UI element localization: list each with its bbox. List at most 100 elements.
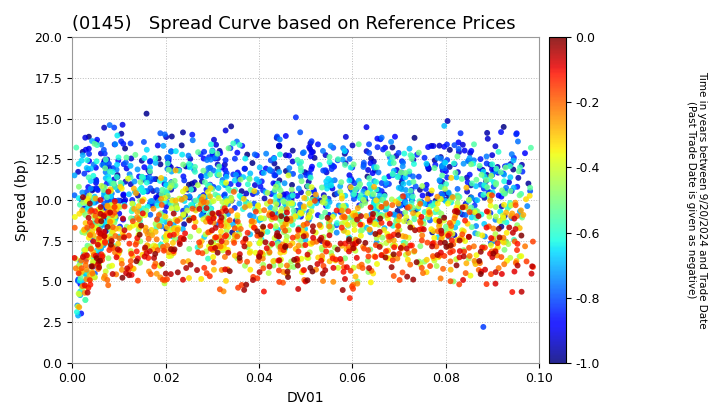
- Point: [278, 268, 289, 275]
- Point: [274, 257, 285, 264]
- Point: [423, 165, 434, 172]
- Point: [316, 238, 328, 244]
- Point: [476, 211, 487, 218]
- Point: [177, 213, 189, 220]
- Point: [406, 200, 418, 206]
- Point: [144, 169, 156, 176]
- Point: [500, 209, 512, 216]
- Point: [516, 207, 527, 214]
- Point: [86, 208, 98, 215]
- Point: [349, 180, 361, 186]
- Point: [74, 202, 86, 208]
- Point: [150, 194, 162, 201]
- Point: [171, 166, 183, 173]
- Point: [161, 242, 173, 249]
- Point: [229, 155, 240, 162]
- Point: [182, 186, 194, 193]
- Point: [369, 253, 380, 260]
- Point: [505, 200, 516, 206]
- Point: [158, 142, 169, 149]
- Point: [77, 254, 89, 260]
- Point: [393, 250, 405, 257]
- Point: [90, 185, 102, 192]
- Point: [322, 215, 333, 221]
- Point: [91, 223, 102, 230]
- Point: [212, 185, 224, 192]
- Point: [156, 175, 167, 181]
- Point: [468, 141, 480, 148]
- Point: [506, 188, 518, 194]
- Point: [304, 249, 315, 256]
- Point: [163, 162, 175, 168]
- Point: [343, 238, 354, 244]
- Point: [75, 258, 86, 265]
- Point: [103, 160, 114, 167]
- Point: [283, 227, 294, 234]
- Point: [109, 202, 120, 208]
- Point: [114, 235, 125, 242]
- Point: [376, 204, 387, 210]
- Point: [207, 148, 218, 155]
- Point: [292, 227, 304, 234]
- Point: [146, 232, 158, 239]
- Point: [320, 202, 332, 209]
- Point: [163, 158, 174, 164]
- Point: [500, 238, 512, 245]
- Point: [107, 228, 119, 235]
- Point: [339, 218, 351, 225]
- Point: [336, 214, 348, 220]
- Point: [339, 214, 351, 220]
- Point: [218, 288, 230, 295]
- Point: [85, 178, 96, 184]
- Point: [377, 234, 388, 241]
- Point: [195, 193, 207, 200]
- Point: [141, 250, 153, 257]
- Point: [86, 269, 98, 276]
- Point: [104, 122, 115, 129]
- Point: [179, 221, 190, 228]
- Point: [258, 195, 270, 202]
- Point: [280, 243, 292, 249]
- Point: [428, 235, 440, 242]
- Point: [154, 219, 166, 226]
- Point: [76, 157, 87, 164]
- Point: [104, 247, 115, 253]
- Point: [273, 233, 284, 240]
- Point: [98, 242, 109, 249]
- Point: [151, 236, 163, 243]
- Point: [212, 193, 224, 199]
- Point: [80, 258, 91, 265]
- Point: [210, 154, 221, 161]
- Point: [124, 224, 135, 231]
- Point: [274, 168, 285, 175]
- Point: [496, 237, 508, 244]
- Point: [295, 168, 307, 174]
- Point: [188, 214, 199, 221]
- Point: [171, 217, 182, 223]
- Point: [201, 157, 212, 163]
- Point: [264, 198, 276, 205]
- Point: [503, 224, 515, 231]
- Point: [217, 247, 228, 254]
- Point: [177, 207, 189, 214]
- Point: [215, 150, 226, 157]
- Point: [497, 216, 508, 223]
- Point: [189, 168, 201, 175]
- Point: [76, 189, 88, 196]
- Point: [261, 150, 272, 157]
- Point: [271, 230, 283, 236]
- Point: [85, 165, 96, 172]
- Point: [342, 215, 354, 222]
- Point: [390, 198, 402, 205]
- Point: [112, 132, 123, 139]
- Point: [105, 188, 117, 194]
- Point: [413, 258, 425, 265]
- Point: [361, 124, 372, 131]
- Point: [361, 213, 372, 219]
- Point: [356, 202, 367, 209]
- Point: [348, 238, 359, 245]
- Point: [472, 231, 484, 237]
- Point: [228, 189, 240, 195]
- Point: [89, 273, 100, 280]
- Point: [92, 219, 104, 226]
